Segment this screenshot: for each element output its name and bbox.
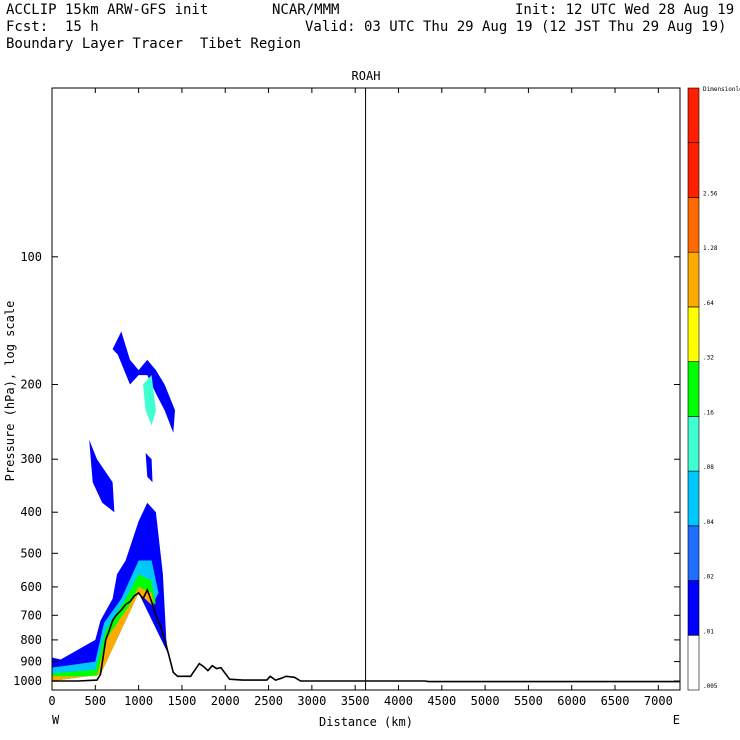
colorbar-swatch	[687, 634, 700, 691]
y-tick-label: 600	[20, 580, 42, 594]
tracer-region	[143, 375, 156, 426]
x-tick-label: 3000	[297, 694, 326, 708]
tracer-region	[112, 331, 175, 433]
colorbar-swatch	[687, 525, 700, 581]
colorbar-level-label: .08	[703, 464, 714, 471]
tracer-region	[145, 453, 153, 483]
colorbar-swatch	[687, 361, 700, 417]
colorbar-level-label: .005	[703, 683, 718, 690]
y-tick-label: 700	[20, 608, 42, 622]
x-tick-label: 7000	[644, 694, 673, 708]
colorbar-level-label: .04	[703, 519, 714, 526]
colorbar-level-label: 1.28	[703, 245, 718, 252]
colorbar-swatch	[687, 580, 700, 636]
x-tick-label: 1000	[124, 694, 153, 708]
x-tick-label: 2000	[211, 694, 240, 708]
x-tick-label: 4000	[384, 694, 413, 708]
colorbar-level-label: .01	[703, 628, 714, 635]
colorbar-swatch	[687, 142, 700, 198]
header-field: Boundary Layer Tracer Tibet Region	[6, 36, 302, 52]
colorbar-swatch	[687, 470, 700, 527]
y-tick-label: 900	[20, 655, 42, 669]
colorbar-unit-label: Dimensionless	[703, 86, 740, 93]
colorbar-swatch	[687, 416, 700, 472]
header-org: NCAR/MMM	[272, 2, 340, 18]
tracer-region	[89, 439, 115, 513]
colorbar-level-label: .02	[703, 574, 714, 581]
colorbar-level-label: .32	[703, 355, 714, 362]
colorbar-swatch	[687, 306, 700, 362]
x-tick-label: 4500	[427, 694, 456, 708]
x-tick-label: 6500	[601, 694, 630, 708]
x-tick-label: 500	[84, 694, 106, 708]
tracer-region	[52, 586, 155, 681]
y-tick-label: 200	[20, 378, 42, 392]
y-tick-label: 500	[20, 546, 42, 560]
colorbar-level-label: .16	[703, 409, 714, 416]
tracer-fills	[52, 331, 175, 681]
terrain-line	[52, 587, 680, 683]
colorbar-swatch	[687, 251, 700, 308]
header-valid: Valid: 03 UTC Thu 29 Aug 19 (12 JST Thu …	[305, 19, 727, 35]
terrain	[52, 587, 680, 683]
y-tick-label: 100	[20, 250, 42, 264]
x-tick-label: 2500	[254, 694, 283, 708]
chart-title: ROAH	[352, 69, 381, 83]
colorbar-level-label: 2.56	[703, 190, 718, 197]
x-tick-label: 5000	[471, 694, 500, 708]
y-axis: 100 200 300 400 500 600 700 800 900 1000	[13, 250, 680, 688]
colorbar-swatch	[687, 197, 700, 253]
y-axis-label: Pressure (hPa), log scale	[3, 301, 17, 482]
x-tick-label: 5500	[514, 694, 543, 708]
x-tick-label: 6000	[557, 694, 586, 708]
x-tick-label: 3500	[341, 694, 370, 708]
colorbar-top-swatch	[687, 87, 700, 144]
y-tick-label: 300	[20, 452, 42, 466]
header-fcst: Fcst: 15 h	[6, 19, 99, 35]
x-tick-label: 1500	[167, 694, 196, 708]
tracer-region	[52, 502, 169, 681]
left-end-label: W	[52, 713, 60, 727]
x-axis: 0 500 1000 1500 2000 2500 3000 3500 4000 4500 5000…	[48, 88, 673, 708]
y-tick-label: 1000	[13, 674, 42, 688]
header-model: ACCLIP 15km ARW-GFS init	[6, 2, 209, 18]
y-tick-label: 800	[20, 633, 42, 647]
y-tick-label: 400	[20, 505, 42, 519]
right-end-label: E	[673, 713, 680, 727]
colorbar: .005 .01 .02 .04 .08 .16 .32 .64 1.28 2.56 Dimensi…	[687, 86, 740, 691]
header-init: Init: 12 UTC Wed 28 Aug 19	[515, 2, 735, 18]
x-axis-label: Distance (km)	[319, 715, 413, 729]
x-tick-label: 0	[48, 694, 55, 708]
colorbar-level-label: .64	[703, 300, 714, 307]
